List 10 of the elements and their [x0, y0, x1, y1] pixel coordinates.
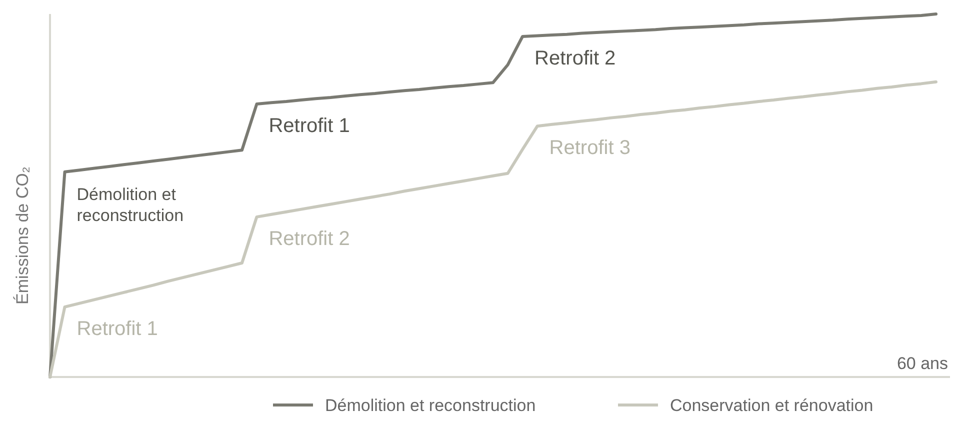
annotation: 60 ans: [896, 354, 948, 373]
legend-label: Conservation et rénovation: [670, 396, 874, 415]
annotation: Retrofit 2: [534, 48, 616, 70]
annotation: Retrofit 2: [268, 228, 350, 250]
annotation: Retrofit 1: [268, 115, 350, 138]
legend-label: Démolition et reconstruction: [325, 396, 536, 415]
y-axis-title: Émissions de CO₂: [13, 166, 32, 304]
annotation: Retrofit 1: [76, 318, 158, 340]
annotation: Retrofit 3: [549, 137, 630, 160]
annotation: Démolition et reconstruction: [76, 184, 184, 226]
